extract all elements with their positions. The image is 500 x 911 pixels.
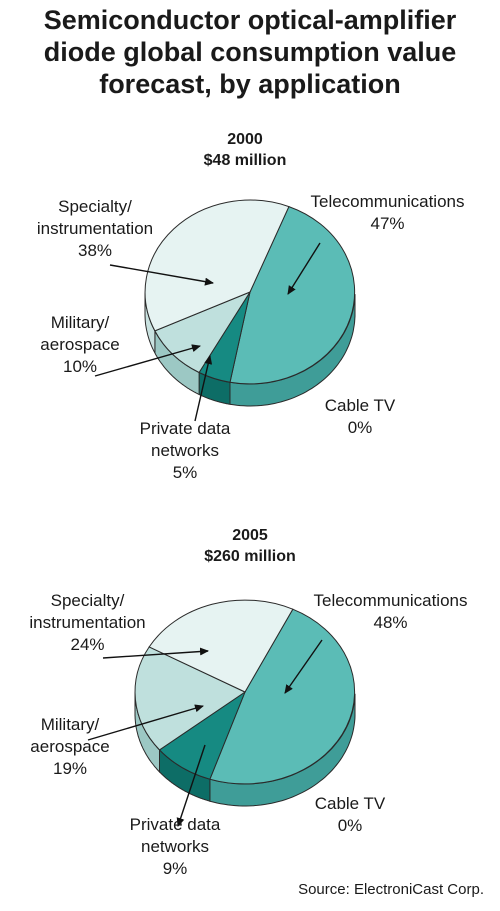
chart-title-line: forecast, by application bbox=[99, 69, 401, 99]
slice-label-military-aerospace: Military/ aerospace 10% bbox=[40, 313, 120, 376]
leader-arrow bbox=[94, 344, 201, 377]
slice-label-specialty-instrumentation: Specialty/ instrumentation 38% bbox=[36, 197, 154, 260]
slice-label-private-data-networks: Private data networks 9% bbox=[129, 815, 221, 878]
pie-slice-telecommunications bbox=[209, 608, 356, 785]
pie-total: $260 million bbox=[204, 548, 296, 565]
leader-arrow bbox=[287, 242, 321, 295]
leader-arrows bbox=[87, 639, 323, 827]
pie-total: $48 million bbox=[203, 152, 287, 169]
leader-arrow bbox=[284, 639, 323, 694]
leader-arrow bbox=[102, 647, 209, 659]
leader-arrow bbox=[176, 744, 206, 827]
source-note: Source: ElectroniCast Corp. bbox=[298, 881, 484, 898]
slice-label-private-data-networks: Private data networks 5% bbox=[139, 419, 231, 482]
pie-slice-specialty-instrumentation bbox=[148, 599, 294, 693]
pie-slice-specialty-instrumentation bbox=[144, 199, 290, 332]
leader-arrows bbox=[94, 242, 321, 422]
pie-chart-2000 bbox=[94, 199, 356, 422]
slice-label-cable-tv: Cable TV 0% bbox=[314, 794, 386, 835]
slice-label-specialty-instrumentation: Specialty/ instrumentation 24% bbox=[29, 591, 146, 654]
pie-year: 2000 bbox=[227, 131, 263, 148]
chart-title-line: diode global consumption value bbox=[43, 37, 457, 67]
slice-label-telecommunications: Telecommunications 48% bbox=[313, 591, 468, 632]
leader-arrow bbox=[87, 704, 204, 741]
pie-slice-telecommunications bbox=[229, 205, 356, 385]
slice-label-military-aerospace: Military/ aerospace 19% bbox=[30, 715, 110, 778]
pie-top bbox=[134, 599, 356, 785]
chart-title-line: Semiconductor optical-amplifier bbox=[43, 5, 457, 35]
chart-title: Semiconductor optical-amplifier diode gl… bbox=[0, 4, 500, 100]
slice-label-cable-tv: Cable TV 0% bbox=[324, 396, 396, 437]
slice-label-telecommunications: Telecommunications 47% bbox=[310, 192, 465, 233]
leader-arrow bbox=[109, 264, 214, 286]
pie-year: 2005 bbox=[232, 527, 268, 544]
leader-arrow bbox=[194, 355, 213, 422]
